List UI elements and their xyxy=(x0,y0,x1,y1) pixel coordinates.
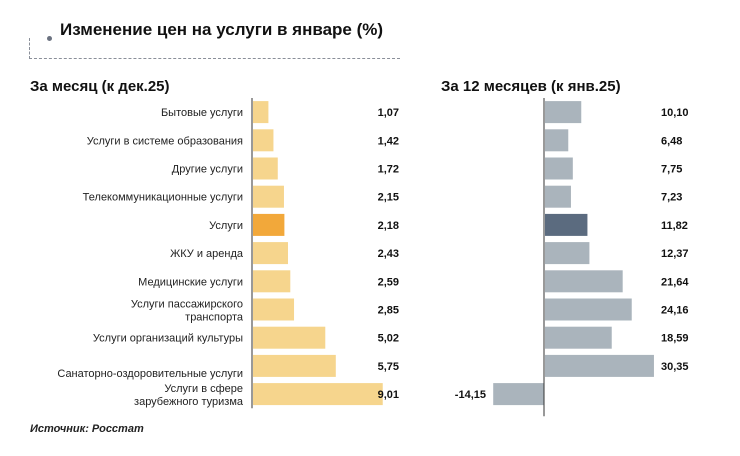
left-value-label: 1,42 xyxy=(378,135,399,147)
right-chart-title: За 12 месяцев (к янв.25) xyxy=(441,78,621,95)
left-value-label: 2,85 xyxy=(378,305,399,317)
left-value-label: 2,15 xyxy=(378,192,399,204)
left-bar xyxy=(253,213,285,236)
left-bar xyxy=(253,383,383,406)
category-label: ЖКУ и аренда xyxy=(170,248,244,260)
left-bar xyxy=(253,101,269,124)
left-bar xyxy=(253,298,295,321)
title-frame xyxy=(29,38,400,59)
category-label: Услуги в системе образования xyxy=(87,135,243,147)
left-bar xyxy=(253,157,278,180)
left-bar xyxy=(253,129,274,152)
left-bar xyxy=(253,354,336,377)
right-value-label: 21,64 xyxy=(661,276,689,288)
left-value-label: 5,02 xyxy=(378,333,399,345)
left-value-label: 2,59 xyxy=(378,276,399,288)
source-note: Источник: Росстат xyxy=(30,423,144,435)
right-bar xyxy=(545,129,569,152)
left-bar xyxy=(253,270,291,293)
category-label: Услуги организаций культуры xyxy=(93,333,243,345)
category-label: Другие услуги xyxy=(172,164,243,176)
category-label: Бытовые услуги xyxy=(161,107,243,119)
right-bar xyxy=(545,213,588,236)
right-bar xyxy=(545,242,590,265)
category-label: Телекоммуникационные услуги xyxy=(83,192,243,204)
category-label: Медицинские услуги xyxy=(138,276,243,288)
right-value-label: 7,23 xyxy=(661,192,682,204)
right-bar xyxy=(493,383,544,406)
left-value-label: 2,43 xyxy=(378,248,399,260)
right-bar xyxy=(545,270,623,293)
left-chart-title: За месяц (к дек.25) xyxy=(30,78,170,95)
right-value-label: 10,10 xyxy=(661,107,689,119)
category-label: Санаторно-оздоровительные услуги xyxy=(57,368,243,380)
left-value-label: 9,01 xyxy=(378,389,399,401)
right-value-label: 12,37 xyxy=(661,248,689,260)
right-value-label: 18,59 xyxy=(661,333,689,345)
category-label: Услуги пассажирского транспорта xyxy=(131,299,244,324)
right-bar xyxy=(545,354,654,377)
left-bar xyxy=(253,185,284,208)
left-bar xyxy=(253,242,288,265)
right-bar xyxy=(545,185,571,208)
chart-title: Изменение цен на услуги в январе (%) xyxy=(60,20,384,39)
right-value-label: -14,15 xyxy=(455,389,486,401)
right-bar xyxy=(545,101,582,124)
right-value-label: 7,75 xyxy=(661,164,682,176)
left-value-label: 1,07 xyxy=(378,107,399,119)
category-label: Услуги в сфере зарубежного туризма xyxy=(134,383,244,408)
right-value-label: 11,82 xyxy=(661,220,688,232)
left-bar xyxy=(253,326,326,349)
right-value-label: 6,48 xyxy=(661,135,682,147)
category-label: Услуги xyxy=(209,220,243,232)
title-marker xyxy=(47,36,52,41)
right-value-label: 30,35 xyxy=(661,361,689,373)
right-value-label: 24,16 xyxy=(661,305,689,317)
left-value-label: 1,72 xyxy=(378,164,399,176)
left-value-label: 5,75 xyxy=(378,361,399,373)
left-value-label: 2,18 xyxy=(378,220,399,232)
right-bar xyxy=(545,326,612,349)
right-bar xyxy=(545,298,632,321)
right-bar xyxy=(545,157,573,180)
